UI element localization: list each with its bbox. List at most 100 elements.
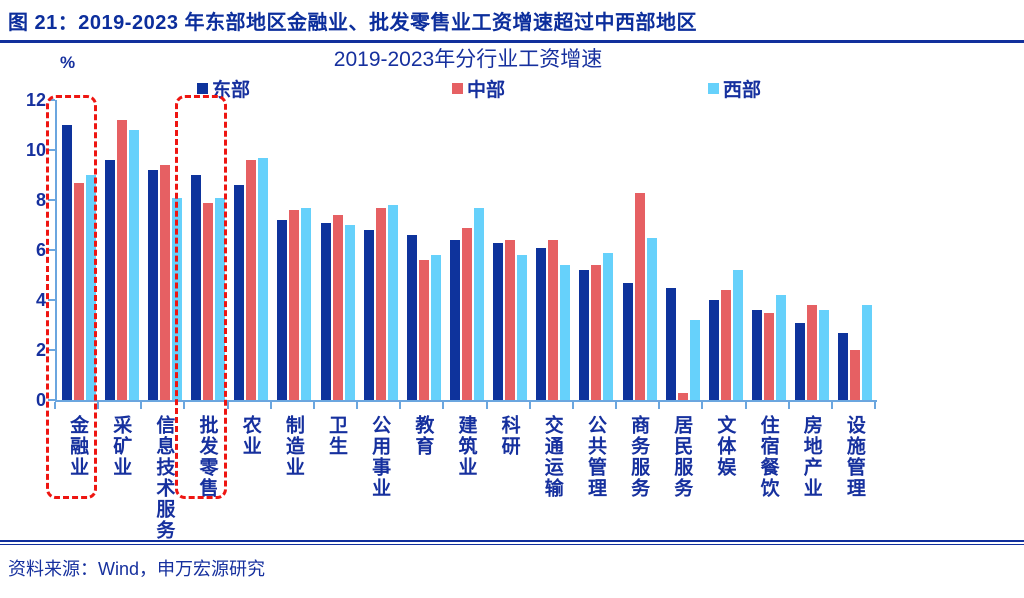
bar-central [73,182,84,400]
bar-group [532,100,575,400]
highlight-dashed-box [175,95,227,499]
bar-west [215,197,226,400]
x-category-label: 信息技术服务 [153,415,175,541]
y-axis-unit-label: % [60,53,76,72]
y-tick-label: 0 [35,390,46,410]
bar-group [57,100,100,400]
bar-east [838,332,849,400]
bar-west [258,157,269,400]
bar-west [301,207,312,400]
x-tick-mark [312,402,315,409]
x-label-cell: 住宿餐饮 [747,415,790,541]
y-tick-mark [48,199,55,201]
x-category-label: 商务服务 [628,415,650,499]
footer-divider [0,540,1024,545]
x-label-cell: 科研 [488,415,531,541]
bar-central [505,240,516,400]
x-tick-mark [140,402,143,409]
figure-header: 图 21：2019-2023 年东部地区金融业、批发零售业工资增速超过中西部地区 [0,0,1024,43]
x-label-cell: 卫生 [315,415,358,541]
x-label-cell: 信息技术服务 [142,415,185,541]
bar-group [316,100,359,400]
bar-group [402,100,445,400]
x-label-cell: 设施管理 [833,415,876,541]
x-tick-mark [54,402,56,409]
y-tick-mark [48,349,55,351]
bar-group [575,100,618,400]
bar-central [634,192,645,400]
legend-swatch-east [197,83,208,94]
bar-group [618,100,661,400]
legend-label-west: 西部 [723,80,762,101]
x-tick-mark [874,402,876,409]
bar-central [461,227,472,400]
x-tick-mark [528,402,531,409]
y-tick-label: 8 [35,190,46,210]
x-tick-mark [183,402,186,409]
bar-central [548,240,559,400]
x-tick-mark [97,402,100,409]
bar-central [246,160,257,400]
x-label-cell: 农业 [229,415,272,541]
bar-east [752,310,763,400]
bar-east [191,175,202,400]
bar-west [128,130,139,400]
bar-west [646,237,657,400]
x-category-label: 居民服务 [671,415,693,499]
x-label-cell: 商务服务 [617,415,660,541]
y-tick-label: 2 [35,340,46,360]
y-tick-label: 12 [25,90,46,110]
bar-group [359,100,402,400]
y-tick-mark [48,399,55,401]
bar-east [234,185,245,400]
bar-group [489,100,532,400]
y-tick-mark [48,149,55,151]
x-category-label: 制造业 [282,415,304,478]
x-category-label: 房地产业 [800,415,822,499]
x-label-cell: 建筑业 [444,415,487,541]
x-tick-mark [744,402,747,409]
legend-label-central: 中部 [467,80,506,101]
bar-group [230,100,273,400]
bar-central [764,312,775,400]
bar-central [591,265,602,400]
bar-central [807,305,818,400]
x-tick-mark [269,402,272,409]
bar-east [61,125,72,400]
bar-central [332,215,343,400]
x-category-label: 公用事业 [369,415,391,499]
x-label-cell: 公共管理 [574,415,617,541]
bar-west [732,270,743,400]
y-tick-label: 4 [35,290,46,310]
x-category-label: 交通运输 [541,415,563,499]
x-tick-mark [399,402,402,409]
y-tick-mark [48,299,55,301]
bar-group [661,100,704,400]
bar-west [689,320,700,400]
x-tick-mark [226,402,229,409]
bar-east [579,270,590,400]
x-category-label: 文体娱 [714,415,736,478]
chart: % 2019-2023年分行业工资增速 东部 中部 西部 0 2 4 6 8 10 12 金融业… [0,43,1024,541]
bar-west [819,310,830,400]
x-category-label: 金融业 [67,415,89,478]
source-note: 资料来源：Wind，申万宏源研究 [8,559,266,579]
bar-central [677,392,688,400]
bar-group [748,100,791,400]
y-tick-label: 10 [25,140,46,160]
chart-title: 2019-2023年分行业工资增速 [333,48,603,71]
x-label-cell: 金融业 [56,415,99,541]
x-category-label: 卫生 [326,415,348,457]
y-tick-mark [48,249,55,251]
x-tick-mark [701,402,704,409]
x-label-cell: 公用事业 [358,415,401,541]
legend-swatch-central [452,83,463,94]
bar-central [418,260,429,400]
bar-west [473,207,484,400]
bar-group [186,100,229,400]
x-tick-mark [356,402,359,409]
bar-east [104,160,115,400]
bar-east [536,247,547,400]
bar-group [100,100,143,400]
figure-title: 图 21：2019-2023 年东部地区金融业、批发零售业工资增速超过中西部地区 [8,12,698,34]
